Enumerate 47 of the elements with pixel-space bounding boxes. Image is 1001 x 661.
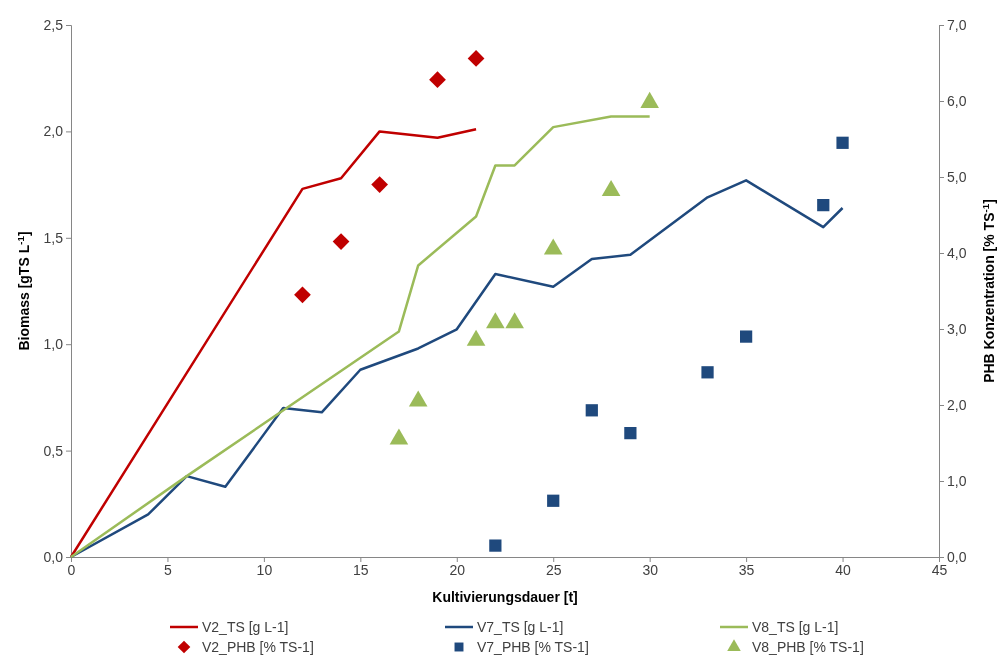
legend-label: V2_TS [g L-1] bbox=[202, 619, 289, 635]
y-tick-label: 0,0 bbox=[43, 548, 64, 565]
point bbox=[371, 176, 388, 193]
y-tick-label: 2,0 bbox=[43, 123, 64, 140]
point bbox=[817, 199, 830, 212]
point bbox=[739, 330, 753, 343]
y-tick-label: 1,0 bbox=[43, 336, 64, 353]
point bbox=[624, 427, 637, 440]
point bbox=[467, 50, 485, 67]
y2-tick-label: 2,0 bbox=[947, 396, 967, 413]
x-tick-label: 40 bbox=[835, 561, 852, 578]
y2-tick-label: 1,0 bbox=[947, 472, 967, 489]
point bbox=[429, 71, 446, 89]
x-tick-label: 5 bbox=[164, 561, 173, 578]
x-tick-label: 25 bbox=[545, 561, 562, 578]
legend-label: V2_PHB [% TS-1] bbox=[202, 639, 314, 655]
y2-tick-label: 3,0 bbox=[947, 320, 967, 337]
x-axis-title: Kultivierungsdauer [t] bbox=[432, 589, 578, 605]
point bbox=[332, 233, 350, 250]
y2-tick-label: 6,0 bbox=[947, 92, 967, 109]
y-tick-label: 0,5 bbox=[43, 442, 64, 459]
x-tick-label: 45 bbox=[931, 561, 948, 578]
y2-tick-label: 4,0 bbox=[947, 244, 967, 261]
y2-tick-label: 0,0 bbox=[947, 548, 967, 565]
point bbox=[294, 286, 311, 304]
y-tick-label: 2,5 bbox=[43, 16, 64, 33]
line-series bbox=[69, 128, 478, 559]
x-tick-label: 15 bbox=[353, 561, 369, 578]
line-series bbox=[69, 115, 651, 559]
x-tick-label: 35 bbox=[738, 561, 755, 578]
legend-label: V8_PHB [% TS-1] bbox=[752, 639, 864, 655]
x-tick-label: 20 bbox=[449, 561, 466, 578]
line-series bbox=[69, 179, 844, 559]
point bbox=[489, 539, 502, 552]
legend-label: V7_TS [g L-1] bbox=[477, 619, 564, 635]
x-tick-label: 10 bbox=[256, 561, 273, 578]
x-tick-label: 30 bbox=[642, 561, 659, 578]
x-tick-label: 0 bbox=[67, 561, 76, 578]
legend-label: V8_TS [g L-1] bbox=[752, 619, 839, 635]
point bbox=[701, 366, 714, 379]
y2-tick-label: 5,0 bbox=[947, 168, 967, 185]
y2-tick-label: 7,0 bbox=[947, 16, 967, 33]
legend-label: V7_PHB [% TS-1] bbox=[477, 639, 589, 655]
y-tick-label: 1,5 bbox=[43, 229, 64, 246]
point bbox=[547, 494, 560, 507]
point bbox=[836, 136, 849, 149]
point bbox=[585, 404, 598, 417]
